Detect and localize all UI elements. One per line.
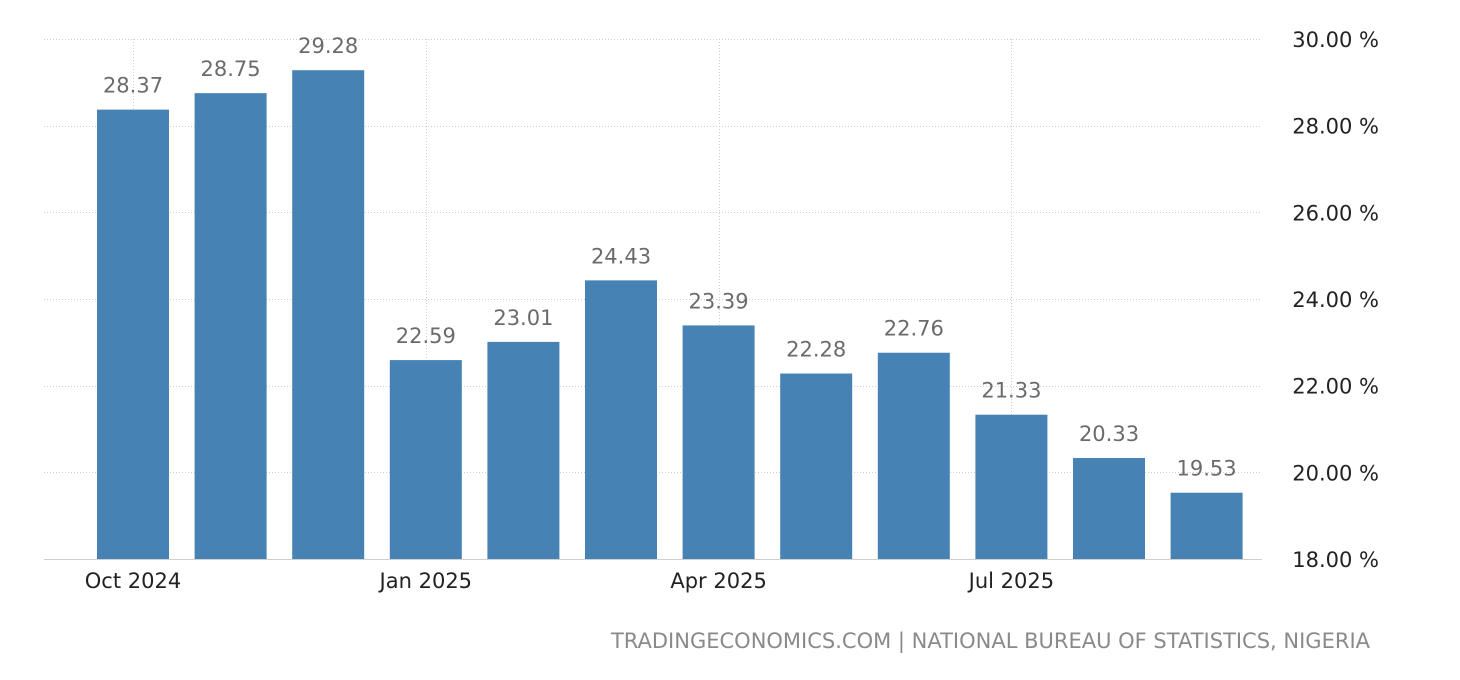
- data-label: 22.28: [786, 338, 846, 362]
- y-tick-label: 20.00 %: [1292, 461, 1379, 485]
- data-labels: 28.37 28.75 29.28 22.59 23.01 24.43 23.39 22.28…: [103, 34, 1237, 481]
- bar: [292, 70, 365, 559]
- data-label: 28.37: [103, 74, 163, 98]
- data-label: 28.75: [201, 57, 261, 81]
- data-label: 29.28: [298, 34, 358, 58]
- data-label: 21.33: [981, 379, 1041, 403]
- x-tick-label: Jul 2025: [967, 569, 1054, 593]
- bar: [585, 280, 657, 559]
- y-axis-ticks: 18.00 % 20.00 % 22.00 % 24.00 % 26.00 % 28.00…: [1292, 28, 1379, 572]
- bar: [877, 352, 950, 559]
- y-tick-label: 22.00 %: [1292, 375, 1379, 399]
- x-tick-label: Oct 2024: [85, 569, 181, 593]
- bar: [780, 373, 853, 559]
- source-credit: TRADINGECONOMICS.COM | NATIONAL BUREAU O…: [610, 629, 1370, 653]
- bar: [389, 360, 462, 559]
- bar: [975, 414, 1048, 559]
- y-tick-label: 28.00 %: [1292, 115, 1379, 139]
- x-tick-label: Jan 2025: [378, 569, 473, 593]
- y-tick-label: 26.00 %: [1292, 201, 1379, 225]
- bar: [1170, 492, 1243, 559]
- data-label: 22.76: [884, 317, 944, 341]
- bar: [97, 109, 169, 559]
- bar: [682, 325, 755, 559]
- data-label: 24.43: [591, 244, 651, 268]
- x-tick-label: Apr 2025: [670, 569, 766, 593]
- bar: [487, 341, 560, 559]
- y-tick-label: 30.00 %: [1292, 28, 1379, 52]
- bars: [97, 70, 1243, 560]
- bar: [194, 93, 267, 560]
- x-axis-ticks: Oct 2024 Jan 2025 Apr 2025 Jul 2025: [85, 569, 1054, 593]
- data-label: 20.33: [1079, 422, 1139, 446]
- data-label: 19.53: [1177, 457, 1237, 481]
- data-label: 23.39: [689, 289, 749, 313]
- data-label: 22.59: [396, 324, 456, 348]
- y-tick-label: 24.00 %: [1292, 288, 1379, 312]
- bar: [1073, 458, 1145, 559]
- data-label: 23.01: [493, 306, 553, 330]
- y-tick-label: 18.00 %: [1292, 548, 1379, 572]
